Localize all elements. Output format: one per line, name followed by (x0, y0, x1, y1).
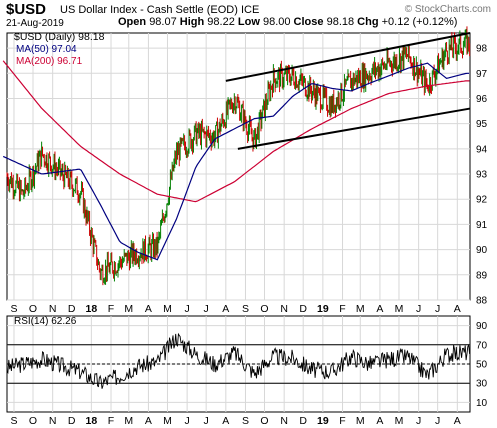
x-tick-label: S (10, 415, 17, 427)
y-tick-label: 90 (476, 245, 488, 256)
x-tick-label: J (435, 415, 440, 427)
x-tick-label: M (124, 415, 133, 427)
rsi-line (6, 332, 471, 389)
legend-ma200: MA(200) 96.71 (16, 56, 83, 67)
x-tick-label: O (29, 303, 37, 315)
x-tick-label: J (185, 303, 190, 315)
legend-ma50: MA(50) 97.04 (16, 44, 77, 55)
watermark: © StockCharts.com (404, 4, 491, 15)
x-tick-label: F (108, 303, 114, 315)
y-tick-label: 95 (476, 119, 488, 130)
x-tick-label: A (222, 303, 229, 315)
y-tick-label: 70 (476, 340, 488, 351)
x-tick-label: M (163, 415, 172, 427)
y-tick-label: 90 (476, 321, 488, 332)
ma50-line (2, 62, 470, 261)
x-tick-label: D (68, 415, 76, 427)
x-tick-label: J (204, 415, 209, 427)
open-value: 98.07 (149, 16, 177, 28)
y-tick-label: 88 (476, 296, 488, 307)
low-label: Low (237, 16, 260, 28)
y-tick-label: 30 (476, 379, 488, 390)
x-tick-label: A (454, 303, 461, 315)
chart-header: $USD US Dollar Index - Cash Settle (EOD)… (0, 0, 497, 30)
x-tick-label: A (145, 415, 152, 427)
x-tick-label: J (416, 303, 421, 315)
chart-date: 21-Aug-2019 (6, 18, 64, 29)
chg-value: +0.12 (+0.12%) (381, 16, 458, 28)
x-tick-label: M (356, 415, 365, 427)
y-tick-label: 93 (476, 170, 488, 181)
x-tick-label: M (124, 303, 133, 315)
close-label: Close (293, 16, 324, 28)
y-tick-label: 94 (476, 144, 488, 155)
y-tick-label: 91 (476, 220, 488, 231)
symbol: $USD (6, 1, 47, 18)
x-tick-label: A (376, 303, 383, 315)
x-tick-label: D (299, 303, 307, 315)
open-label: Open (118, 16, 147, 28)
chg-label: Chg (357, 16, 379, 28)
legend-main: $USD (Daily) 98.18 (14, 31, 105, 43)
x-tick-label: J (204, 303, 209, 315)
ohlc-readout: Open 98.07 High 98.22 Low 98.00 Close 98… (118, 16, 457, 28)
x-tick-label: D (299, 415, 307, 427)
x-tick-label: M (395, 415, 404, 427)
x-tick-label: 18 (86, 303, 98, 315)
y-tick-label: 92 (476, 195, 488, 206)
x-tick-label: D (68, 303, 76, 315)
x-tick-label: S (242, 303, 249, 315)
x-tick-label: O (260, 303, 268, 315)
y-tick-label: 96 (476, 94, 488, 105)
high-value: 98.22 (207, 16, 235, 28)
channel-upper-line (225, 32, 471, 82)
x-tick-label: M (163, 303, 172, 315)
x-tick-label: F (339, 303, 345, 315)
x-tick-label: S (242, 415, 249, 427)
x-tick-label: 19 (317, 303, 329, 315)
x-tick-label: 19 (317, 415, 329, 427)
x-tick-label: J (416, 415, 421, 427)
x-tick-label: O (260, 415, 268, 427)
y-tick-label: 89 (476, 270, 488, 281)
channel-lower-line (237, 107, 471, 150)
high-label: High (179, 16, 205, 28)
x-tick-label: J (435, 303, 440, 315)
x-tick-label: M (395, 303, 404, 315)
instrument-description: US Dollar Index - Cash Settle (EOD) ICE (60, 4, 260, 16)
x-tick-label: J (185, 415, 190, 427)
x-tick-label: N (280, 303, 288, 315)
x-tick-label: A (145, 303, 152, 315)
x-tick-label: N (280, 415, 288, 427)
legend-rsi: RSI(14) 62.26 (14, 316, 77, 327)
x-tick-label: A (454, 415, 461, 427)
x-tick-label: O (29, 415, 37, 427)
x-tick-label: A (376, 415, 383, 427)
x-tick-label: N (49, 303, 57, 315)
price-panel: S O N D 18 F M A M J J A S O N D 19 F M A M J J A88899091929394… (2, 26, 488, 315)
ma200-line (2, 60, 470, 203)
x-tick-label: 18 (86, 415, 98, 427)
x-tick-label: M (356, 303, 365, 315)
y-tick-label: 50 (476, 360, 488, 371)
y-tick-label: 97 (476, 69, 488, 80)
x-tick-label: A (222, 415, 229, 427)
x-tick-label: F (108, 415, 114, 427)
y-tick-label: 98 (476, 44, 488, 55)
y-tick-label: 10 (476, 398, 488, 409)
low-value: 98.00 (262, 16, 291, 28)
x-tick-label: S (10, 303, 17, 315)
x-tick-label: N (49, 415, 57, 427)
x-tick-label: F (339, 415, 345, 427)
close-value: 98.18 (326, 16, 355, 28)
